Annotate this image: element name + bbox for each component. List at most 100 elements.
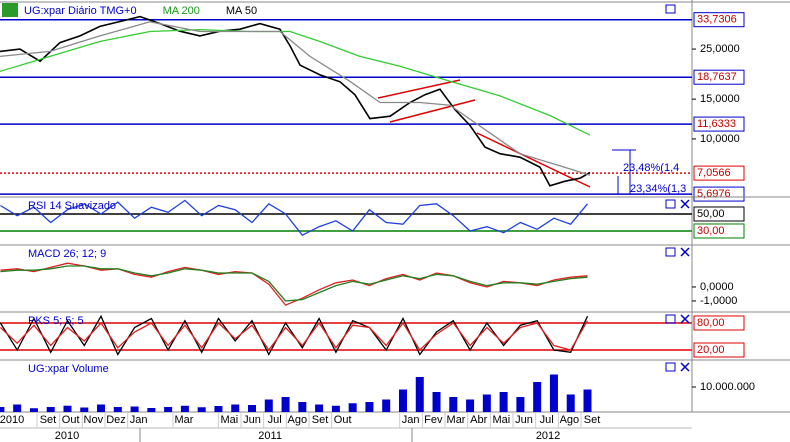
volume-bar [197,407,206,412]
x-tick-label: Fev [424,414,443,426]
volume-bar [248,405,257,412]
year-label: 2010 [55,430,79,442]
legend-entry: MA 200 [163,5,200,17]
y-tick-label: 10,0000 [700,133,740,145]
eq-icon[interactable] [2,3,18,17]
panel-restore-icon[interactable] [665,314,676,324]
y-tick-label: -1,0000 [700,295,737,307]
series-line [0,314,589,356]
legend-entry: MA 50 [226,5,257,17]
series-line [0,262,588,306]
volume-bar [97,404,106,412]
panel-restore-icon[interactable] [665,247,676,257]
year-label: 2012 [536,430,560,442]
annotation: 23,48%(1,4 [623,162,679,174]
volume-bar [63,405,72,412]
panel-restore-icon[interactable] [665,4,676,14]
volume-bar [466,399,475,412]
volume-bar [499,392,508,412]
level-label-box [693,116,745,132]
x-tick-label: Ago [288,414,308,426]
y-tick-label: 25,0000 [700,43,740,55]
volume-bar [147,408,156,412]
annotation: 23,34%(1,3 [630,183,686,195]
volume-bar [13,404,22,412]
x-tick-label: Jul [268,414,282,426]
panel-close-icon[interactable] [680,199,690,209]
x-tick-label: Nov [84,414,104,426]
level-label-box [693,342,745,358]
panel-restore-icon[interactable] [665,362,676,372]
y-tick-label: 10.000.000 [700,381,755,393]
legend-entry: RSI 14 Suavizado [28,200,116,212]
volume-bar [46,407,55,412]
level-label-box [693,186,745,202]
x-tick-label: 2010 [0,414,24,426]
panel-close-icon[interactable] [680,362,690,372]
fib-markers [612,149,636,194]
level-label: 7,0566 [697,167,731,179]
panel-close-icon[interactable] [680,314,690,324]
legend-entry: PKS 5; 5; 5 [28,315,84,327]
series-line [0,21,591,176]
level-label-box [693,315,745,331]
x-tick-label: Jun [515,414,533,426]
trend-lines [377,79,591,188]
x-tick-label: Jul [540,414,554,426]
volume-bar [231,404,240,412]
level-label-box [693,165,745,181]
series-line [0,320,589,352]
year-label: 2011 [258,430,282,442]
series-line [0,199,589,237]
x-tick-label: Set [584,414,601,426]
x-tick-label: Mai [220,414,238,426]
legend-entry: UG:xpar Diário TMG+0 [24,5,137,17]
panel-close-icon[interactable] [680,247,690,257]
level-label-box [693,206,745,222]
level-label: 11,6333 [697,118,736,130]
x-tick-label: Out [334,414,352,426]
x-tick-label: Set [312,414,329,426]
legend-entry: UG:xpar Volume [28,363,109,375]
volume-bar [0,407,5,412]
x-tick-label: Mai [492,414,510,426]
x-tick-label: Set [40,414,57,426]
x-tick-label: Jan [402,414,420,426]
level-label: 18,7637 [697,71,737,83]
volume-bar [264,399,273,412]
x-tick-label: Abr [470,414,487,426]
level-label-box [693,12,745,28]
volume-bar [331,405,340,412]
x-tick-label: Ago [560,414,580,426]
volume-bar [180,405,189,412]
volume-bar [382,399,391,412]
x-tick-label: Jun [243,414,261,426]
legend-entry: MACD 26; 12; 9 [28,248,106,260]
series-line [0,15,591,187]
volume-bar [298,402,307,412]
volume-bar [482,394,491,412]
level-label: 20,00 [697,344,725,356]
level-label: 33,7306 [697,14,737,26]
level-label: 50,00 [697,208,725,220]
level-label-box [693,69,745,85]
volume-bar [365,402,374,412]
volume-bar [533,382,542,412]
volume-bar [348,403,357,412]
series-line [0,28,591,136]
volume-bar [516,397,525,412]
level-label: 30,00 [697,225,725,237]
volume-bar [214,406,223,412]
panel-restore-icon[interactable] [665,199,676,209]
y-tick-label: 15,0000 [700,93,740,105]
level-label: 5,6976 [697,188,731,200]
y-tick-label: 0,0000 [700,281,734,293]
x-tick-label: Mar [447,414,466,426]
volume-bar [566,394,575,412]
volume-bar [315,404,324,412]
level-label: 80,00 [697,317,725,329]
volume-bar [29,408,38,412]
